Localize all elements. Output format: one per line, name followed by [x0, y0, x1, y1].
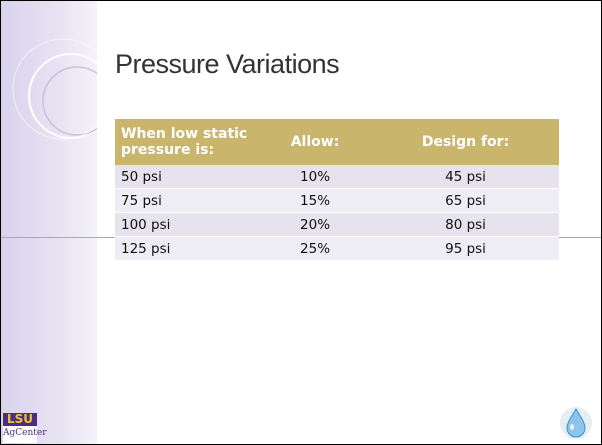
header-cell: When low static pressure is:	[115, 119, 258, 165]
decor	[12, 38, 114, 140]
table-cell: 75 psi	[115, 188, 258, 213]
table-cell: 10%	[258, 165, 373, 189]
header-cell: Allow:	[258, 119, 373, 165]
slide-title: Pressure Variations	[115, 49, 340, 79]
table-cell: 45 psi	[372, 165, 559, 189]
header-row: When low static pressure is: Allow: Design…	[115, 119, 559, 165]
logo-top: LSU	[3, 413, 37, 426]
table-cell: 20%	[258, 212, 373, 237]
logo-bottom: AgCenter	[3, 428, 47, 438]
table-row: 50 psi 10% 45 psi	[115, 165, 559, 189]
table-cell: 100 psi	[115, 212, 258, 237]
side-strip	[1, 1, 114, 444]
table-cell: 95 psi	[372, 236, 559, 261]
table-cell: 50 psi	[115, 165, 258, 189]
drop-icon	[560, 407, 592, 439]
table-row: 125 psi 25% 95 psi	[115, 236, 559, 261]
table-cell: 65 psi	[372, 188, 559, 213]
table-cell: 25%	[258, 236, 373, 261]
logo: LSU AgCenter	[3, 413, 47, 443]
table-cell: 15%	[258, 188, 373, 213]
table-cell: 125 psi	[115, 236, 258, 261]
table-row: 100 psi 20% 80 psi	[115, 212, 559, 237]
table-row: 75 psi 15% 65 psi	[115, 188, 559, 213]
table: When low static pressure is: Allow: Design…	[115, 119, 559, 261]
header-cell: Design for:	[372, 119, 559, 165]
table-cell: 80 psi	[372, 212, 559, 237]
